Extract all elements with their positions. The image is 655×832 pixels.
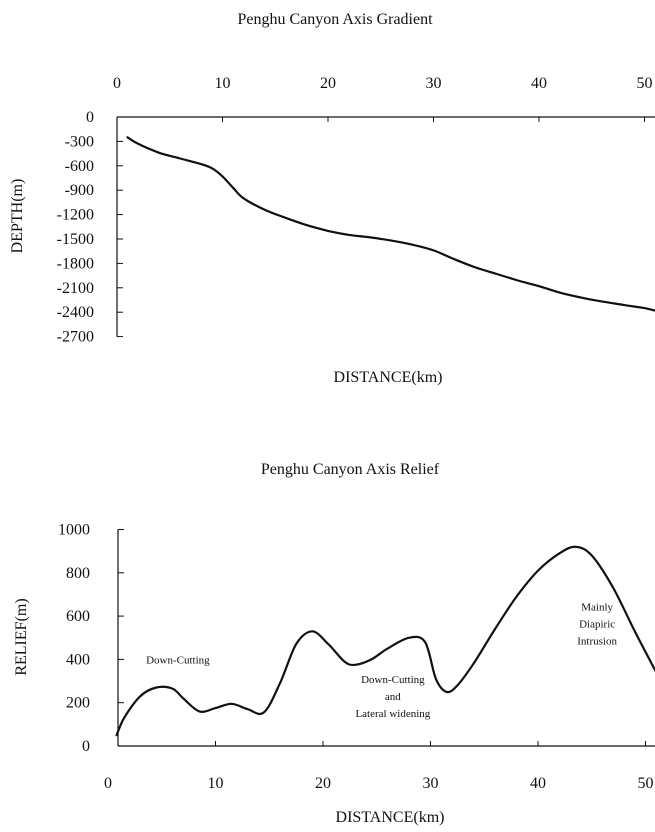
relief-x-tick-label: 50	[638, 775, 654, 792]
gradient-x-tick-label: 10	[215, 75, 231, 92]
relief-y-tick-label: 0	[82, 738, 90, 755]
gradient-x-tick-label: 30	[426, 75, 442, 92]
gradient-y-tick-label: -1500	[57, 231, 94, 248]
gradient-y-tick-label: -2400	[57, 304, 94, 321]
relief-line	[115, 545, 655, 737]
relief-y-label: RELIEF(m)	[13, 598, 30, 675]
gradient-y-tick-label: -2100	[57, 280, 94, 297]
gradient-title: Penghu Canyon Axis Gradient	[237, 11, 433, 28]
gradient-x-tick-label: 50	[637, 75, 653, 92]
relief-x-label: DISTANCE(km)	[336, 809, 445, 826]
relief-x-tick-label: 0	[104, 775, 112, 792]
relief-y-tick-label: 400	[66, 651, 90, 668]
relief-y-ticks: 0 200 400 600 800 1000	[58, 522, 124, 755]
gradient-y-tick-label: 0	[86, 109, 94, 126]
relief-x-tick-label: 20	[315, 775, 331, 792]
gradient-y-tick-label: -900	[65, 182, 94, 199]
relief-chart: Penghu Canyon Axis Relief 0 10 20 30 40 50 0 2…	[13, 461, 655, 826]
gradient-x-ticks: 0 10 20 30 40 50	[113, 75, 653, 122]
gradient-x-tick-label: 0	[113, 75, 121, 92]
gradient-y-tick-label: -1200	[57, 207, 94, 224]
gradient-x-tick-label: 20	[320, 75, 336, 92]
gradient-chart: Penghu Canyon Axis Gradient 0 10 20 30 40 50 …	[9, 11, 655, 386]
relief-x-ticks: 0 10 20 30 40 50	[104, 741, 654, 792]
gradient-x-label: DISTANCE(km)	[334, 369, 443, 386]
gradient-y-tick-label: -300	[65, 133, 94, 150]
gradient-x-tick-label: 40	[531, 75, 547, 92]
gradient-y-tick-label: -600	[65, 158, 94, 175]
gradient-y-label: DEPTH(m)	[9, 179, 26, 254]
relief-title: Penghu Canyon Axis Relief	[261, 461, 440, 478]
relief-y-tick-label: 200	[66, 695, 90, 712]
relief-x-tick-label: 30	[423, 775, 439, 792]
relief-x-tick-label: 10	[208, 775, 224, 792]
relief-x-tick-label: 40	[530, 775, 546, 792]
gradient-y-tick-label: -2700	[57, 329, 94, 346]
gradient-depth-line	[126, 136, 655, 312]
relief-annotation: Mainly Diapiric Intrusion	[577, 602, 617, 648]
relief-y-tick-label: 600	[66, 608, 90, 625]
relief-y-tick-label: 800	[66, 565, 90, 582]
gradient-y-ticks: 0 -300 -600 -900 -1200 -1500 -1800 -2100 -2400 -2…	[57, 109, 123, 346]
relief-annotations: Down-Cutting Down-Cutting and Lateral widen…	[146, 602, 617, 721]
relief-annotation: Down-Cutting and Lateral widening	[355, 674, 430, 720]
gradient-y-tick-label: -1800	[57, 255, 94, 272]
relief-y-tick-label: 1000	[58, 522, 90, 539]
relief-annotation: Down-Cutting	[146, 655, 210, 667]
